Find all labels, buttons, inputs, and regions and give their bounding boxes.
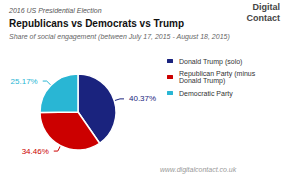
svg-text:Contact: Contact (247, 13, 281, 23)
svg-text:40.37%: 40.37% (129, 94, 156, 103)
svg-text:Share of social engagement (be: Share of social engagement (between July… (9, 33, 230, 41)
svg-text:Donald Trump): Donald Trump) (179, 77, 225, 85)
svg-text:34.46%: 34.46% (22, 147, 49, 156)
svg-text:2016 US Presidential Election: 2016 US Presidential Election (8, 7, 102, 14)
svg-text:25.17%: 25.17% (11, 77, 38, 86)
svg-text:Digital: Digital (252, 2, 280, 12)
svg-text:www.digitalcontact.co.uk: www.digitalcontact.co.uk (160, 166, 237, 174)
svg-text:Republican Party (minus: Republican Party (minus (179, 70, 258, 77)
svg-text:Donald Trump (solo): Donald Trump (solo) (179, 58, 242, 66)
svg-text:Democratic Party: Democratic Party (179, 90, 233, 98)
svg-text:Republicans vs Democrats vs Tr: Republicans vs Democrats vs Trump (9, 18, 184, 29)
